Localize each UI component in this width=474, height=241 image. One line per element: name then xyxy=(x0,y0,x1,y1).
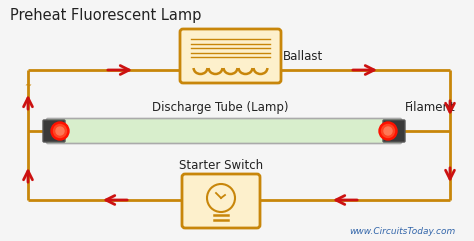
FancyBboxPatch shape xyxy=(46,119,401,143)
FancyBboxPatch shape xyxy=(180,29,281,83)
Text: Ballast: Ballast xyxy=(283,49,323,62)
FancyBboxPatch shape xyxy=(43,120,65,142)
Text: Preheat Fluorescent Lamp: Preheat Fluorescent Lamp xyxy=(10,8,201,23)
Text: Starter Switch: Starter Switch xyxy=(179,159,263,172)
Circle shape xyxy=(382,125,394,138)
Text: www.CircuitsToday.com: www.CircuitsToday.com xyxy=(349,227,455,236)
Text: ~: ~ xyxy=(25,81,31,91)
Circle shape xyxy=(51,122,69,140)
Circle shape xyxy=(379,122,397,140)
Circle shape xyxy=(54,125,66,138)
Circle shape xyxy=(384,127,392,135)
Text: Filament: Filament xyxy=(405,101,456,114)
Circle shape xyxy=(56,127,64,135)
FancyBboxPatch shape xyxy=(383,120,405,142)
FancyBboxPatch shape xyxy=(182,174,260,228)
Text: Discharge Tube (Lamp): Discharge Tube (Lamp) xyxy=(152,101,288,114)
